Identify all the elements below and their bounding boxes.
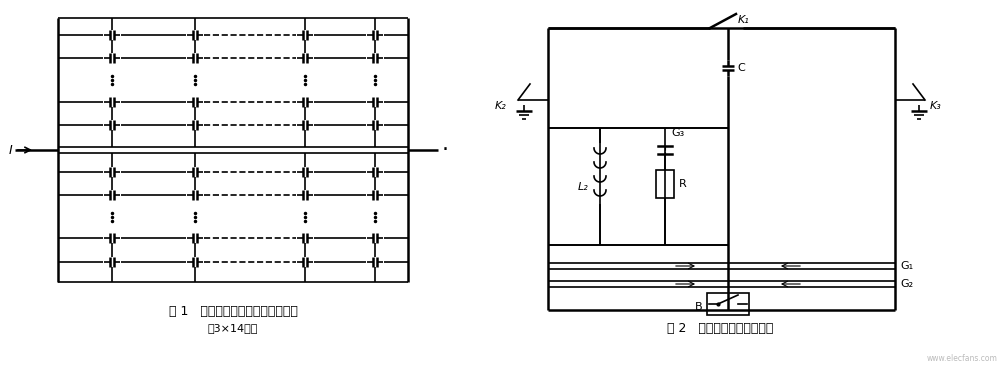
- Text: B: B: [696, 302, 703, 312]
- Text: www.elecfans.com: www.elecfans.com: [927, 354, 998, 363]
- Text: R: R: [679, 179, 687, 189]
- Bar: [656, 170, 674, 198]
- Bar: [707, 293, 749, 315]
- Text: K₂: K₂: [494, 101, 506, 111]
- Text: C: C: [737, 63, 745, 73]
- Text: L₂: L₂: [577, 182, 588, 192]
- Text: ·: ·: [441, 140, 448, 160]
- Text: G₃: G₃: [671, 128, 684, 138]
- Text: G₂: G₂: [900, 279, 913, 289]
- Text: G₁: G₁: [900, 261, 913, 271]
- Text: 图 2   典型单元的保护回路图: 图 2 典型单元的保护回路图: [667, 322, 773, 335]
- Text: 图 1   典型单元电容器组内部接线图: 图 1 典型单元电容器组内部接线图: [168, 305, 297, 318]
- Text: （3×14节）: （3×14节）: [207, 323, 258, 333]
- Text: K₃: K₃: [930, 101, 942, 111]
- Text: I: I: [8, 144, 12, 156]
- Text: K₁: K₁: [738, 15, 750, 25]
